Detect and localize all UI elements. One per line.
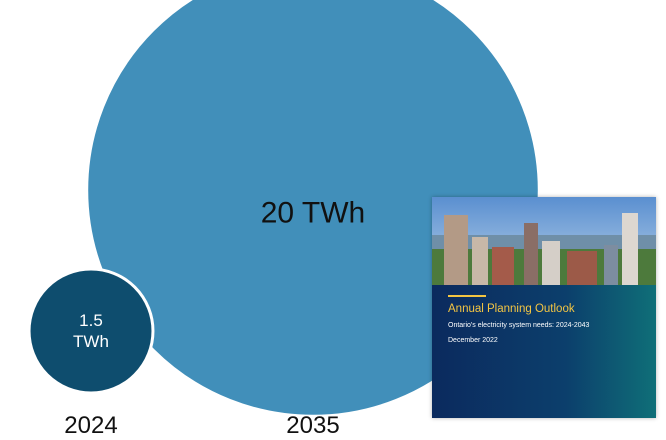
report-cover: Annual Planning Outlook Ontario's electr…	[432, 197, 656, 418]
category-label: 2035	[286, 412, 340, 439]
value-label: 1.5 TWh	[73, 310, 109, 351]
cover-subtitle: Ontario's electricity system needs: 2024…	[448, 322, 590, 329]
cover-photo	[432, 197, 656, 285]
value-label: 20 TWh	[260, 196, 366, 230]
cover-title: Annual Planning Outlook	[448, 303, 575, 315]
category-label: 2024	[64, 412, 118, 439]
accent-line	[448, 295, 486, 297]
bubble	[27, 267, 155, 395]
bubble	[85, 0, 541, 418]
cover-date: December 2022	[448, 337, 498, 344]
